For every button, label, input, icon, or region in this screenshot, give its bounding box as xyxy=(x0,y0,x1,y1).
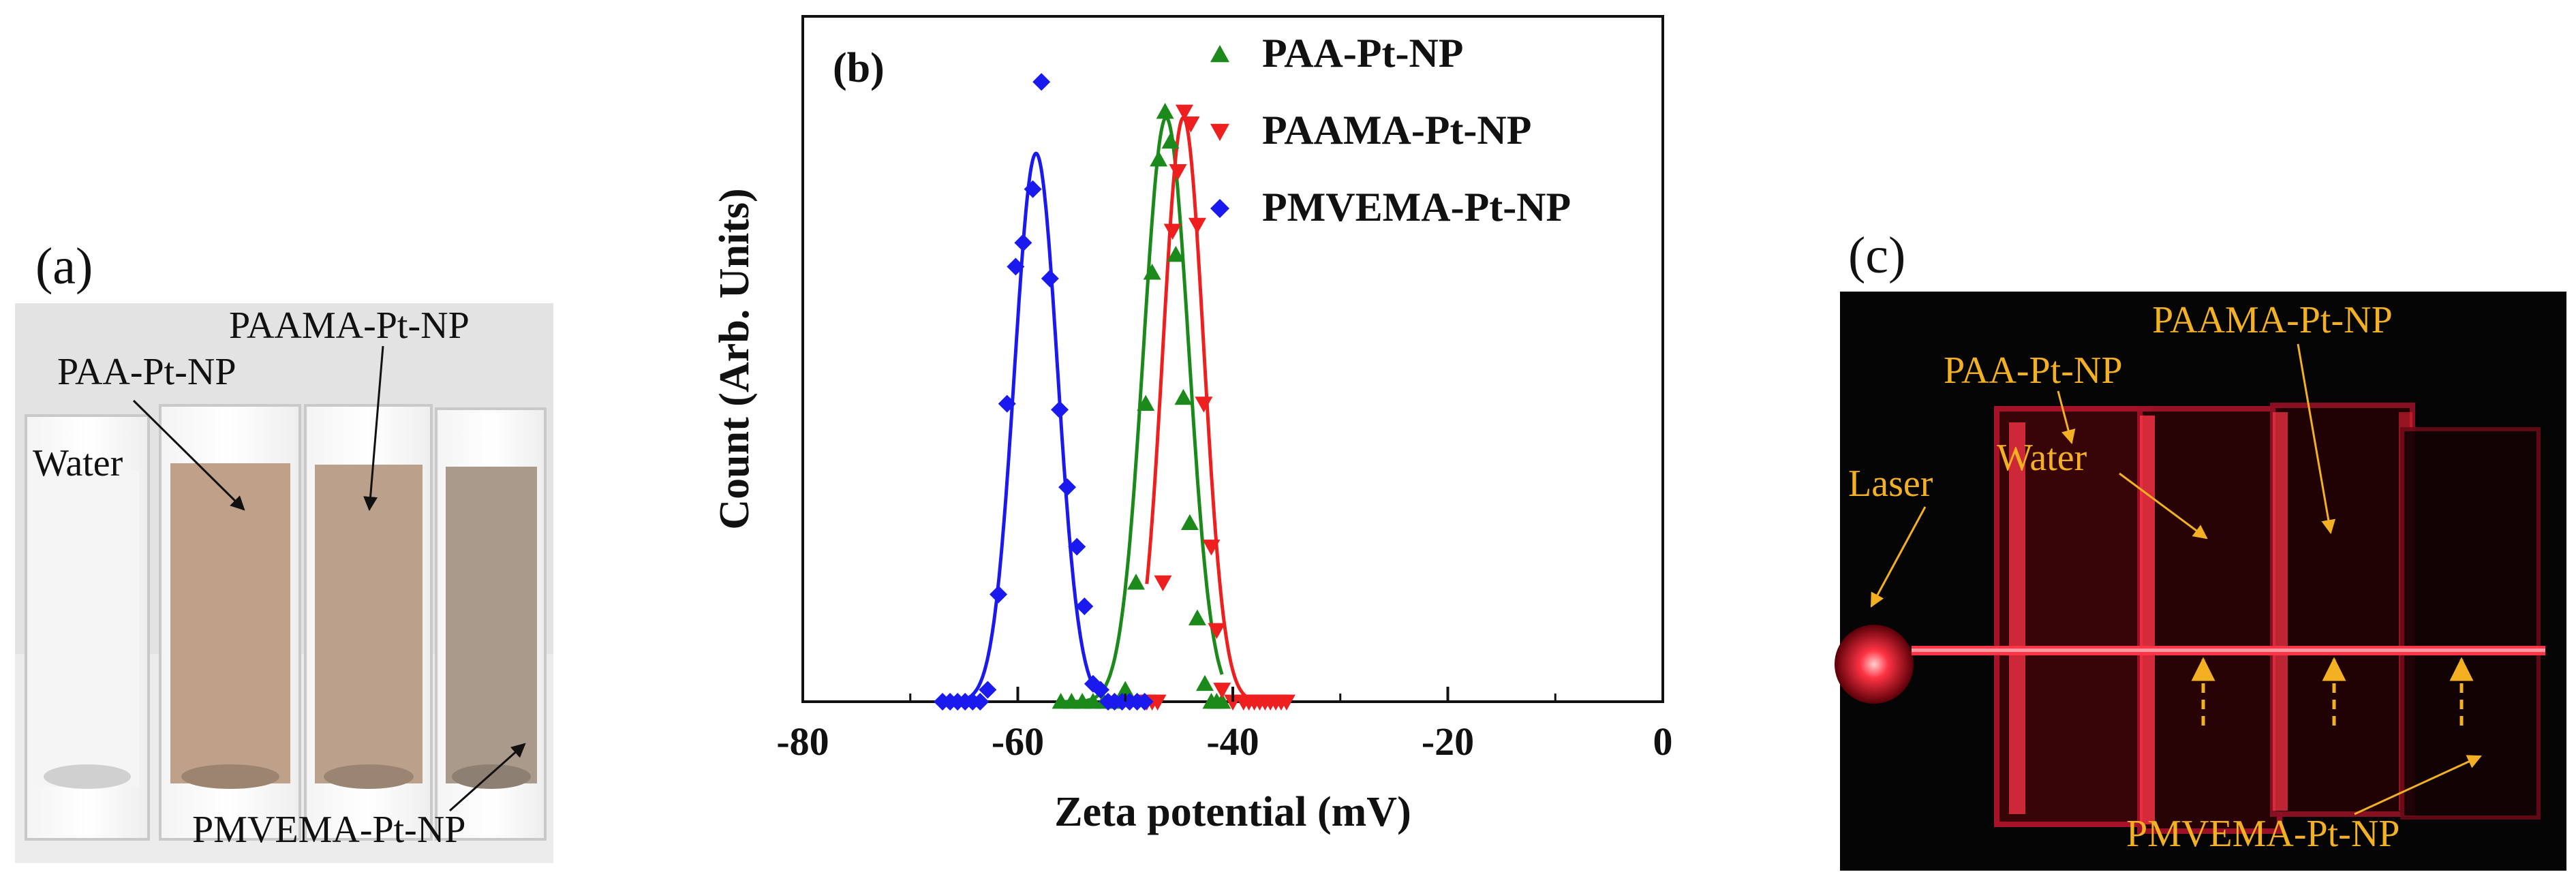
data-point-pmvema-pt-np xyxy=(990,585,1008,604)
x-tick-label: 0 xyxy=(1653,719,1673,764)
data-point-pmvema-pt-np xyxy=(1024,180,1042,198)
data-point-paama-pt-np xyxy=(1169,164,1187,181)
panel-a-photo: Water PAA-Pt-NP PAAMA-Pt-NP PMVEMA-Pt-NP xyxy=(15,303,553,863)
cuvette-glow-pmvema xyxy=(2400,427,2541,820)
data-point-paa-pt-np xyxy=(1213,693,1231,709)
label-a-water: Water xyxy=(33,442,123,484)
x-tick-label: -40 xyxy=(1206,719,1259,764)
data-point-pmvema-pt-np xyxy=(1007,258,1025,276)
data-point-pmvema-pt-np xyxy=(1075,597,1094,616)
arrow-a-paa xyxy=(132,399,245,511)
legend-marker-paa-pt-np xyxy=(1210,45,1229,63)
data-point-paa-pt-np xyxy=(1180,514,1199,530)
data-point-pmvema-pt-np xyxy=(979,681,997,699)
label-c-laser: Laser xyxy=(1848,463,1933,505)
laser-source xyxy=(1835,625,1914,704)
data-point-pmvema-pt-np xyxy=(1041,269,1059,287)
data-point-pmvema-pt-np xyxy=(998,394,1016,413)
data-point-paama-pt-np xyxy=(1163,223,1182,240)
data-point-pmvema-pt-np xyxy=(1068,538,1086,556)
data-point-pmvema-pt-np xyxy=(1135,693,1154,711)
legend-marker-pmvema-pt-np xyxy=(1210,199,1229,218)
panel-c-label: (c) xyxy=(1848,227,1906,284)
label-a-paa: PAA-Pt-NP xyxy=(57,351,236,393)
cuvette-glow-paa xyxy=(2137,406,2282,834)
label-a-paama: PAAMA-Pt-NP xyxy=(229,305,470,347)
arrow-c-paa xyxy=(2057,390,2076,445)
data-point-paama-pt-np xyxy=(1202,540,1221,556)
legend-marker-paama-pt-np xyxy=(1210,123,1229,141)
chart-legend: PAA-Pt-NP PAAMA-Pt-NP PMVEMA-Pt-NP xyxy=(1210,31,1571,230)
data-point-paa-pt-np xyxy=(1150,150,1168,167)
chart-panel-label: (b) xyxy=(833,45,885,91)
data-point-paama-pt-np xyxy=(1148,694,1167,711)
arrow-c-laser xyxy=(1870,506,1927,608)
legend-label-pmvema-pt-np: PMVEMA-Pt-NP xyxy=(1262,185,1571,230)
chart-y-axis-label: Count (Arb. Units) xyxy=(711,188,758,529)
data-point-paama-pt-np xyxy=(1154,575,1172,592)
arrow-a-pmvema xyxy=(449,743,526,812)
data-point-pmvema-pt-np xyxy=(1051,401,1069,419)
data-point-paa-pt-np xyxy=(1156,102,1174,119)
label-c-paama: PAAMA-Pt-NP xyxy=(2152,299,2393,341)
data-point-paa-pt-np xyxy=(1188,609,1206,625)
cuvette-water xyxy=(25,414,150,841)
panel-c-photo: Laser Water PAA-Pt-NP PAAMA-Pt-NP PMVEMA… xyxy=(1835,292,2566,871)
data-point-pmvema-pt-np xyxy=(1058,478,1077,497)
data-point-pmvema-pt-np xyxy=(1032,73,1051,91)
laser-beam-core xyxy=(1912,649,2545,652)
label-a-pmvema: PMVEMA-Pt-NP xyxy=(192,809,465,851)
fit-curve-paa-pt-np xyxy=(1060,115,1224,704)
data-point-paa-pt-np xyxy=(1174,388,1193,405)
legend-label-paa-pt-np: PAA-Pt-NP xyxy=(1262,31,1463,76)
data-point-paa-pt-np xyxy=(1127,574,1146,590)
data-point-paama-pt-np xyxy=(1176,104,1194,121)
data-point-pmvema-pt-np xyxy=(971,693,990,711)
data-point-paama-pt-np xyxy=(1188,217,1206,234)
arrow-c-pmvema xyxy=(2354,755,2482,815)
label-c-pmvema: PMVEMA-Pt-NP xyxy=(2126,813,2399,855)
zeta-potential-chart: -80 -60 -40 -20 0 PAA-Pt-NP PAAMA-Pt-NP PMVEMA… xyxy=(711,15,1673,835)
data-point-pmvema-pt-np xyxy=(1014,234,1032,252)
chart-x-axis-label: Zeta potential (mV) xyxy=(1054,789,1411,835)
legend-label-paama-pt-np: PAAMA-Pt-NP xyxy=(1262,108,1531,153)
cuvette-paama xyxy=(304,404,433,841)
x-tick-label: -80 xyxy=(776,719,829,764)
data-point-paama-pt-np xyxy=(1182,116,1200,133)
arrow-a-paama xyxy=(363,345,384,512)
data-point-paa-pt-np xyxy=(1143,264,1161,280)
chart-plot-frame xyxy=(801,15,1664,703)
fit-curve-pmvema-pt-np xyxy=(942,151,1145,704)
cuvette-paa xyxy=(159,404,301,841)
data-point-paa-pt-np xyxy=(1116,681,1135,697)
panel-a-label: (a) xyxy=(35,238,93,295)
cuvette-glow-paama xyxy=(2270,403,2415,817)
arrow-c-paama xyxy=(2297,343,2336,535)
data-point-paama-pt-np xyxy=(1208,623,1226,640)
cuvette-pmvema xyxy=(435,407,547,841)
data-point-paa-pt-np xyxy=(1137,394,1155,411)
data-point-paama-pt-np xyxy=(1213,683,1231,699)
data-point-paama-pt-np xyxy=(1195,396,1213,413)
data-point-paa-pt-np xyxy=(1161,132,1180,149)
x-tick-label: -60 xyxy=(992,719,1044,764)
data-point-paa-pt-np xyxy=(1195,674,1214,691)
label-c-water: Water xyxy=(1997,437,2087,479)
data-point-paama-pt-np xyxy=(1277,694,1295,711)
arrow-c-water xyxy=(2119,472,2208,540)
data-point-paa-pt-np xyxy=(1167,245,1185,262)
label-c-paa: PAA-Pt-NP xyxy=(1944,349,2122,392)
x-tick-label: -20 xyxy=(1422,719,1474,764)
data-point-pmvema-pt-np xyxy=(1091,681,1109,699)
